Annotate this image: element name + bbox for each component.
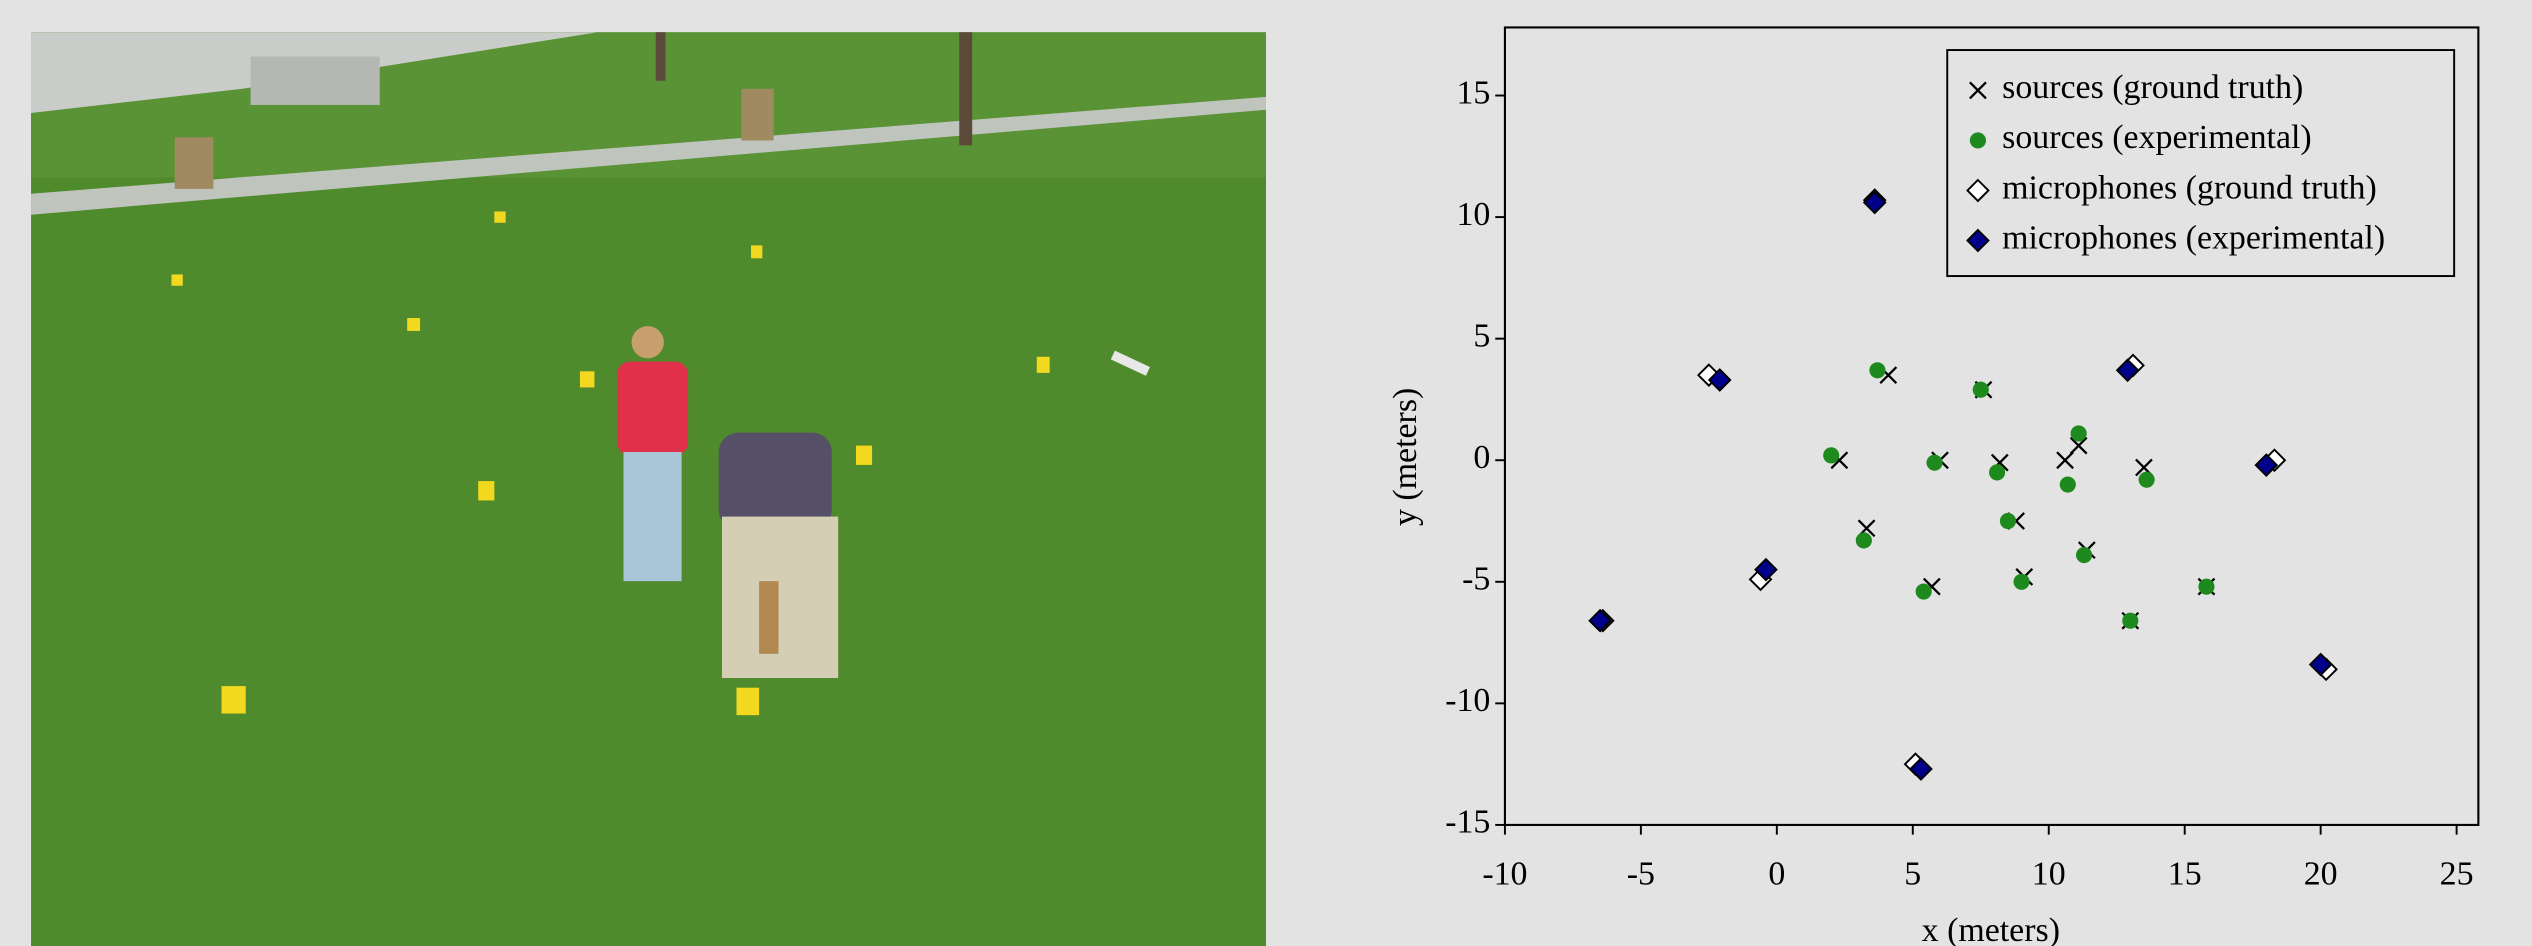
legend-marker xyxy=(1967,230,1988,251)
legend-marker xyxy=(1967,180,1988,201)
chair xyxy=(741,89,773,141)
x-tick-label: 10 xyxy=(2032,855,2066,892)
y-tick-label: 5 xyxy=(1473,317,1490,354)
page: {"chart_data": {"type": "scatter", "xlab… xyxy=(0,0,2532,946)
legend-label: sources (ground truth) xyxy=(2002,69,2303,106)
x-axis-label: x (meters) xyxy=(1922,912,2060,946)
legend-marker xyxy=(1970,82,1986,98)
legend-marker xyxy=(1970,132,1986,148)
point xyxy=(2057,452,2073,468)
legend-label: sources (experimental) xyxy=(2002,119,2312,156)
y-tick-label: -5 xyxy=(1462,561,1490,598)
point xyxy=(1590,610,1611,631)
x-tick-label: -5 xyxy=(1627,855,1655,892)
point xyxy=(1989,464,2005,480)
tree-trunk xyxy=(959,32,972,145)
point xyxy=(2000,513,2016,529)
x-tick-label: 25 xyxy=(2440,855,2474,892)
point xyxy=(2198,579,2214,595)
point xyxy=(2122,613,2138,629)
y-tick-label: 15 xyxy=(1457,74,1491,111)
point xyxy=(1916,583,1932,599)
legend-label: microphones (experimental) xyxy=(2002,219,2385,256)
photo xyxy=(31,32,1266,946)
y-axis-label: y (meters) xyxy=(1387,388,1424,526)
point xyxy=(1973,382,1989,398)
y-tick-label: 0 xyxy=(1473,439,1490,476)
point xyxy=(2076,547,2092,563)
y-tick-label: 10 xyxy=(1457,196,1491,233)
plot-area xyxy=(1505,27,2478,824)
legend-label: microphones (ground truth) xyxy=(2002,169,2377,206)
adult xyxy=(719,433,838,678)
point xyxy=(1864,192,1885,213)
point xyxy=(1856,532,1872,548)
point xyxy=(1869,362,1885,378)
point xyxy=(1926,455,1942,471)
x-tick-label: 15 xyxy=(2168,855,2202,892)
x-tick-label: 5 xyxy=(1904,855,1921,892)
x-tick-label: -10 xyxy=(1482,855,1527,892)
point xyxy=(2060,476,2076,492)
point xyxy=(2013,574,2029,590)
x-tick-label: 20 xyxy=(2304,855,2338,892)
point xyxy=(1823,447,1839,463)
point xyxy=(2139,472,2155,488)
child xyxy=(617,326,688,581)
tree-trunk xyxy=(656,32,666,80)
chair xyxy=(175,137,214,189)
point xyxy=(2071,425,2087,441)
x-tick-label: 0 xyxy=(1768,855,1785,892)
y-tick-label: -15 xyxy=(1445,804,1490,841)
y-tick-label: -10 xyxy=(1445,682,1490,719)
figure: x (meters) y (meters) -10 -5 0 5 10 15 20 25 -15… xyxy=(0,0,2532,946)
bench xyxy=(251,57,380,105)
